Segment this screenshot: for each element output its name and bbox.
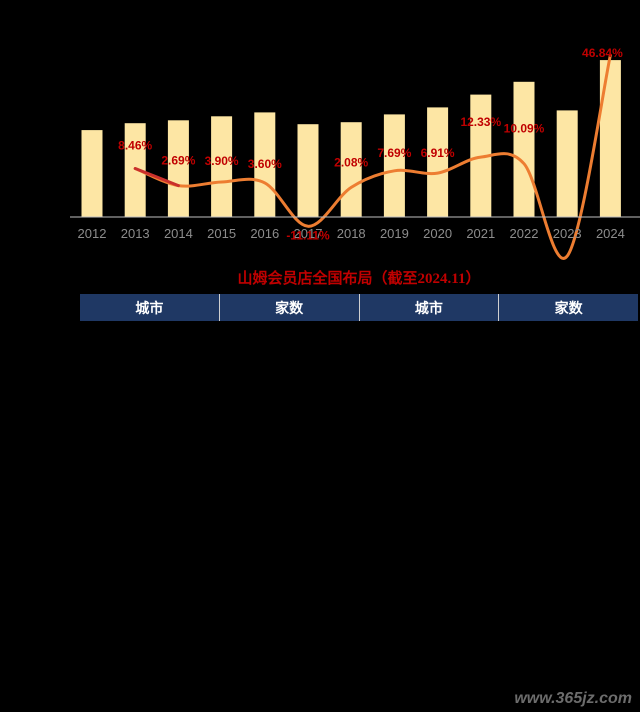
header-count-1: 家数 xyxy=(219,294,360,321)
bar-2023 xyxy=(556,110,578,217)
header-city-1: 城市 xyxy=(80,294,220,321)
x-tick-2017: 2017 xyxy=(294,226,323,241)
bar-2019 xyxy=(383,114,405,217)
growth-line-group xyxy=(133,53,612,260)
growth-labels: 8.46% 2.69% 3.90% 3.60% -11.11% 2.08% 7.69% 6.9… xyxy=(118,46,623,242)
x-tick-2015: 2015 xyxy=(207,226,236,241)
bar-2024 xyxy=(599,60,621,217)
table-header-row: 城市 家数 城市 家数 xyxy=(80,294,638,321)
x-tick-2024: 2024 xyxy=(596,226,625,241)
bar-2014 xyxy=(167,120,189,217)
header-city-2: 城市 xyxy=(359,294,500,321)
bars-group xyxy=(81,60,621,217)
growth-label-2017: -11.11% xyxy=(286,228,330,242)
bar-2012 xyxy=(81,130,103,217)
x-tick-2019: 2019 xyxy=(380,226,409,241)
x-tick-2023: 2023 xyxy=(553,226,582,241)
growth-label-2022: 10.09% xyxy=(504,122,545,136)
x-tick-2018: 2018 xyxy=(337,226,366,241)
table-title: 山姆会员店全国布局（截至2024.11） xyxy=(237,271,481,287)
growth-label-2014: 2.69% xyxy=(161,154,195,168)
growth-label-2024: 46.84% xyxy=(582,46,623,60)
growth-label-2020: 6.91% xyxy=(421,146,455,160)
x-tick-2020: 2020 xyxy=(423,226,452,241)
x-tick-2021: 2021 xyxy=(466,226,495,241)
x-tick-2012: 2012 xyxy=(78,226,107,241)
growth-label-2021: 12.33% xyxy=(460,115,501,129)
watermark: www.365jz.com xyxy=(514,690,632,707)
growth-label-2016: 3.60% xyxy=(248,157,282,171)
chart: 2012 2013 2014 2015 2016 2017 2018 2019 2020 2021… xyxy=(70,46,640,260)
bar-2020 xyxy=(427,107,449,217)
bar-2018 xyxy=(340,122,362,217)
growth-label-2019: 7.69% xyxy=(377,146,411,160)
x-tick-2014: 2014 xyxy=(164,226,193,241)
bar-2016 xyxy=(254,112,276,217)
header-count-2: 家数 xyxy=(499,294,638,321)
bar-2017 xyxy=(297,124,319,217)
growth-label-2015: 3.90% xyxy=(205,154,239,168)
x-tick-2022: 2022 xyxy=(510,226,539,241)
x-tick-2013: 2013 xyxy=(121,226,150,241)
growth-label-2018: 2.08% xyxy=(334,155,368,169)
growth-line-start-segment xyxy=(133,167,180,188)
growth-line xyxy=(133,53,612,260)
growth-label-2013: 8.46% xyxy=(118,139,152,153)
x-tick-labels: 2012 2013 2014 2015 2016 2017 2018 2019 2020 2021… xyxy=(78,226,625,241)
bar-2022 xyxy=(513,81,535,217)
bar-2015 xyxy=(211,116,233,217)
x-tick-2016: 2016 xyxy=(250,226,279,241)
